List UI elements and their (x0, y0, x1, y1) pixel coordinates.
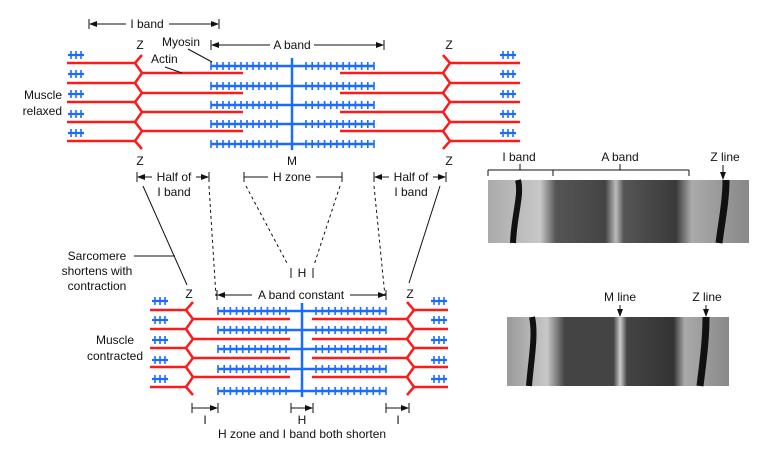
muscle-relaxed-label: Muscle (24, 88, 62, 102)
z-label: Z (136, 154, 143, 168)
muscle-contracted-label: Muscle (96, 333, 134, 347)
contracted-sarcomere (150, 297, 448, 397)
z-line (133, 54, 144, 150)
z-label: Z (445, 38, 452, 52)
z-label: Z (445, 154, 452, 168)
half-i-band-label: Half of (394, 170, 429, 184)
muscle-contracted-label: contracted (87, 349, 143, 363)
myosin-label: Myosin (162, 35, 200, 49)
h-label: H (298, 413, 307, 427)
micrograph-i-band-label: I band (502, 150, 535, 164)
micrograph-z-line-label: Z line (710, 150, 740, 164)
half-i-band-label: I band (157, 185, 190, 199)
m-line-label: M (287, 154, 297, 168)
z-line (184, 301, 195, 396)
h-zone-label: H zone (273, 170, 311, 184)
micrograph-a-band-label: A band (601, 150, 638, 164)
micrograph-contracted: M line Z line (507, 290, 729, 387)
relaxed-sarcomere (67, 51, 520, 150)
sarcomere-shortens-label: contraction (68, 279, 127, 293)
half-i-band-label: I band (394, 185, 427, 199)
actin-label: Actin (151, 52, 178, 66)
muscle-relaxed-label: relaxed (23, 104, 62, 118)
z-label: Z (185, 287, 192, 301)
z-line (405, 301, 416, 396)
a-band-label: A band (273, 38, 310, 52)
half-i-band-label: Half of (157, 170, 192, 184)
sarcomere-shortens-label: shortens with (62, 264, 133, 278)
i-label: I (203, 413, 206, 427)
micrograph-m-line-label: M line (604, 290, 636, 304)
z-label: Z (136, 38, 143, 52)
i-band-label: I band (130, 17, 163, 31)
z-label: Z (406, 287, 413, 301)
z-line (441, 54, 452, 150)
micrograph-z-line-label: Z line (692, 290, 722, 304)
a-band-constant-label: A band constant (258, 288, 345, 302)
caption: H zone and I band both shorten (218, 427, 386, 441)
i-label: I (396, 413, 399, 427)
micrograph-relaxed: I band A band Z line (487, 150, 749, 244)
h-label: H (298, 266, 307, 280)
sarcomere-shortens-label: Sarcomere (68, 249, 127, 263)
